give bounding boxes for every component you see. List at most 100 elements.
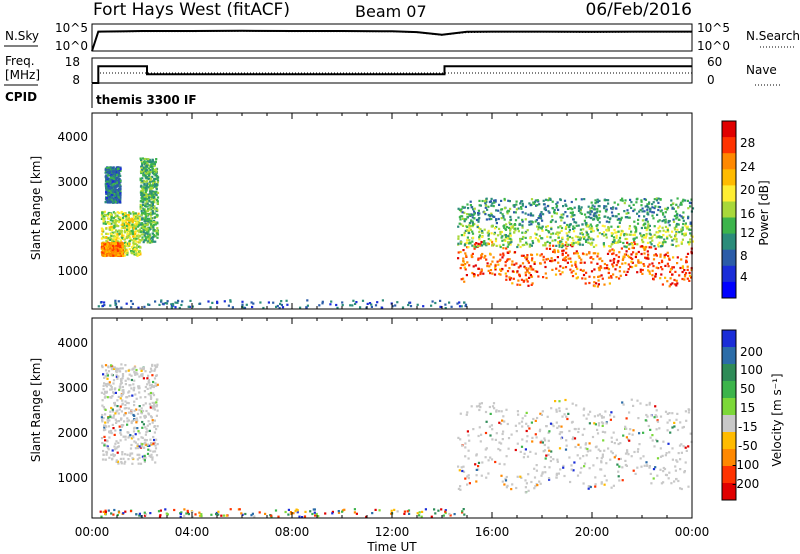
- power-data-cell: [115, 224, 118, 227]
- power-data-cell: [686, 268, 689, 271]
- power-data-cell: [128, 244, 131, 247]
- power-data-cell: [525, 258, 528, 261]
- velocity-data-cell: [406, 510, 409, 513]
- power-data-cell: [638, 215, 641, 218]
- power-data-cell: [115, 193, 118, 196]
- velocity-data-cell: [132, 383, 135, 386]
- power-data-cell: [216, 301, 219, 305]
- power-data-cell: [594, 212, 597, 215]
- velocity-data-cell: [475, 480, 478, 483]
- power-data-cell: [487, 242, 490, 246]
- power-data-cell: [582, 236, 585, 239]
- velocity-data-cell: [258, 511, 261, 514]
- velocity-data-cell: [498, 410, 501, 413]
- power-data-cell: [624, 262, 627, 265]
- power-data-cell: [137, 306, 140, 309]
- power-data-cell: [645, 218, 648, 221]
- power-data-cell: [509, 241, 512, 244]
- power-data-cell: [115, 176, 118, 180]
- beam-title: Beam 07: [355, 2, 427, 21]
- power-data-cell: [473, 222, 476, 226]
- velocity-data-cell: [673, 480, 676, 483]
- power-data-cell: [580, 231, 583, 234]
- power-data-cell: [682, 222, 685, 226]
- power-data-cell: [119, 187, 122, 191]
- velocity-data-cell: [101, 366, 104, 369]
- power-data-cell: [527, 213, 530, 216]
- power-data-cell: [115, 253, 118, 256]
- power-data-cell: [460, 234, 463, 237]
- velocity-data-cell: [535, 436, 538, 439]
- velocity-data-cell: [502, 430, 505, 433]
- power-data-cell: [114, 215, 117, 218]
- power-data-cell: [281, 306, 285, 309]
- power-data-cell: [156, 227, 159, 230]
- velocity-data-cell: [110, 386, 113, 389]
- velocity-data-cell: [104, 458, 107, 461]
- velocity-data-cell: [649, 472, 652, 475]
- power-data-cell: [110, 181, 113, 184]
- power-data-cell: [580, 198, 583, 201]
- velocity-data-cell: [462, 465, 465, 468]
- power-data-cell: [579, 232, 582, 235]
- velocity-data-cell: [581, 433, 584, 436]
- power-data-cell: [111, 231, 114, 234]
- power-data-cell: [649, 241, 652, 244]
- power-data-cell: [653, 254, 656, 257]
- power-data-cell: [563, 199, 567, 202]
- power-data-cell: [128, 219, 131, 222]
- power-data-cell: [528, 276, 531, 279]
- velocity-data-cell: [145, 409, 148, 413]
- velocity-data-cell: [137, 462, 140, 465]
- power-data-cell: [501, 213, 504, 216]
- power-data-cell: [691, 207, 695, 210]
- power-data-cell: [596, 285, 599, 288]
- velocity-data-cell: [617, 458, 620, 461]
- power-data-cell: [381, 306, 384, 309]
- power-cb-tick-20: 20: [740, 183, 755, 197]
- power-data-cell: [139, 253, 142, 256]
- power-data-cell: [671, 243, 674, 246]
- power-data-cell: [626, 209, 629, 212]
- power-data-cell: [645, 229, 648, 232]
- power-data-cell: [560, 213, 563, 216]
- power-data-cell: [601, 259, 604, 263]
- power-data-cell: [576, 276, 579, 279]
- power-data-cell: [689, 221, 692, 224]
- velocity-data-cell: [121, 451, 124, 454]
- power-data-cell: [618, 266, 622, 269]
- power-data-cell: [487, 213, 490, 217]
- power-data-cell: [527, 284, 530, 287]
- power-data-cell: [120, 252, 123, 255]
- power-data-cell: [593, 276, 596, 279]
- velocity-data-cell: [102, 449, 105, 453]
- velocity-data-cell: [464, 442, 467, 445]
- power-data-cell: [550, 260, 553, 263]
- power-data-cell: [603, 245, 606, 248]
- power-data-cell: [118, 200, 122, 203]
- velocity-data-cell: [457, 465, 460, 468]
- velocity-data-cell: [129, 452, 132, 455]
- velocity-data-cell: [588, 422, 591, 425]
- power-data-cell: [108, 254, 111, 257]
- power-data-cell: [652, 201, 655, 204]
- velocity-data-cell: [107, 370, 111, 373]
- velocity-data-cell: [532, 417, 535, 421]
- power-data-cell: [589, 207, 592, 210]
- velocity-data-cell: [538, 430, 541, 433]
- power-data-cell: [584, 282, 587, 285]
- velocity-data-cell: [165, 512, 168, 515]
- power-data-cell: [603, 205, 606, 208]
- power-data-cell: [522, 254, 525, 257]
- power-data-cell: [115, 229, 118, 232]
- power-data-cell: [530, 275, 533, 278]
- power-data-cell: [559, 241, 562, 244]
- velocity-data-cell: [548, 430, 551, 433]
- velocity-data-cell: [457, 436, 460, 439]
- power-data-cell: [545, 228, 548, 231]
- power-data-cell: [632, 203, 635, 206]
- power-data-cell: [645, 257, 648, 260]
- velocity-data-cell: [129, 434, 132, 437]
- velocity-data-cell: [147, 393, 150, 396]
- power-data-cell: [597, 204, 600, 208]
